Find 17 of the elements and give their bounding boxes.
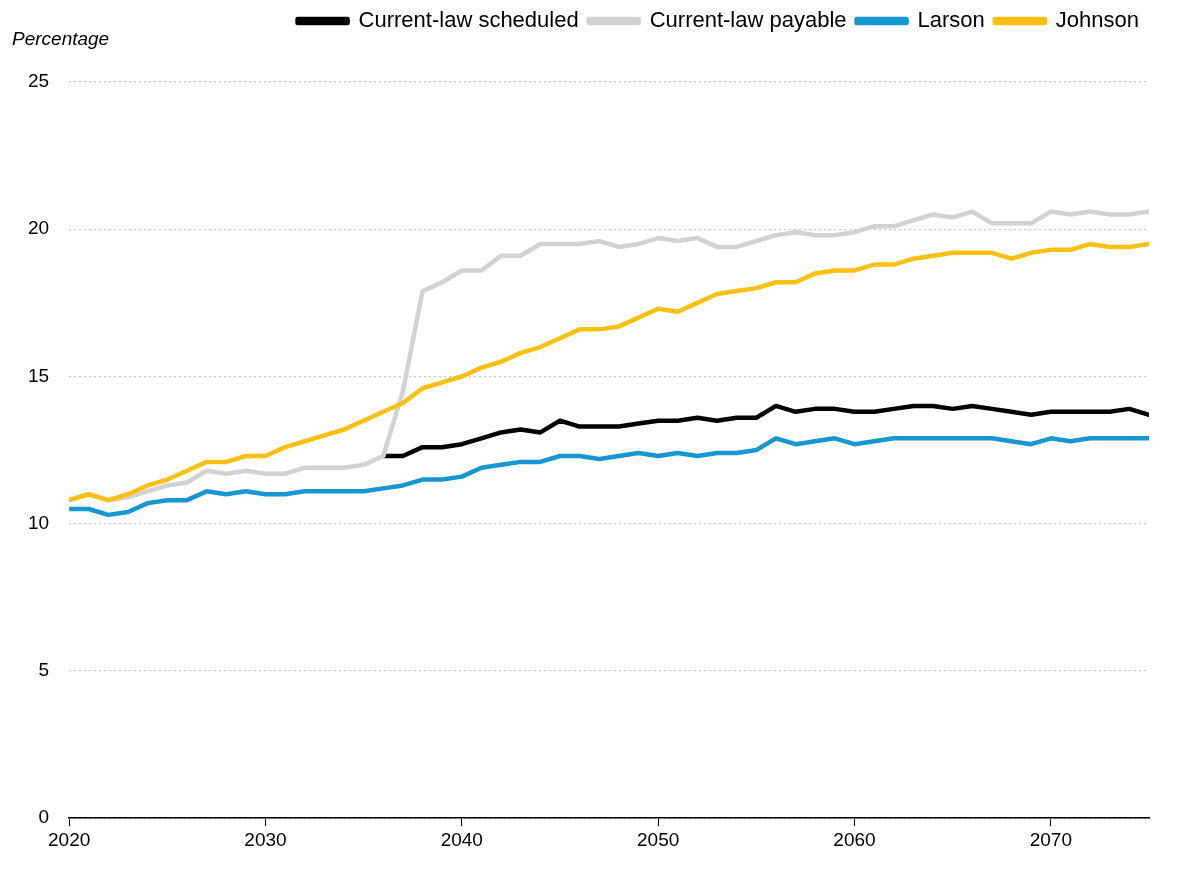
y-tick-label: 20: [27, 217, 50, 239]
x-tick-label: 2030: [244, 828, 287, 850]
legend-label: Johnson: [1055, 7, 1140, 33]
x-tick-label: 2060: [833, 828, 876, 850]
y-tick-label: 0: [38, 806, 50, 828]
y-tick-label: 10: [27, 511, 50, 533]
y-tick-label: 25: [27, 70, 50, 92]
x-tick-label: 2050: [637, 828, 680, 850]
legend-label: Larson: [917, 7, 985, 33]
x-tick-label: 2040: [440, 828, 483, 850]
y-tick-label: 5: [38, 659, 50, 681]
x-tick-label: 2070: [1029, 828, 1072, 850]
y-axis-title: Percentage: [12, 28, 110, 50]
y-tick-label: 15: [27, 364, 50, 386]
legend-label: Current-law payable: [649, 7, 847, 33]
legend-label: Current-law scheduled: [358, 7, 579, 33]
x-tick-label: 2020: [47, 828, 91, 850]
